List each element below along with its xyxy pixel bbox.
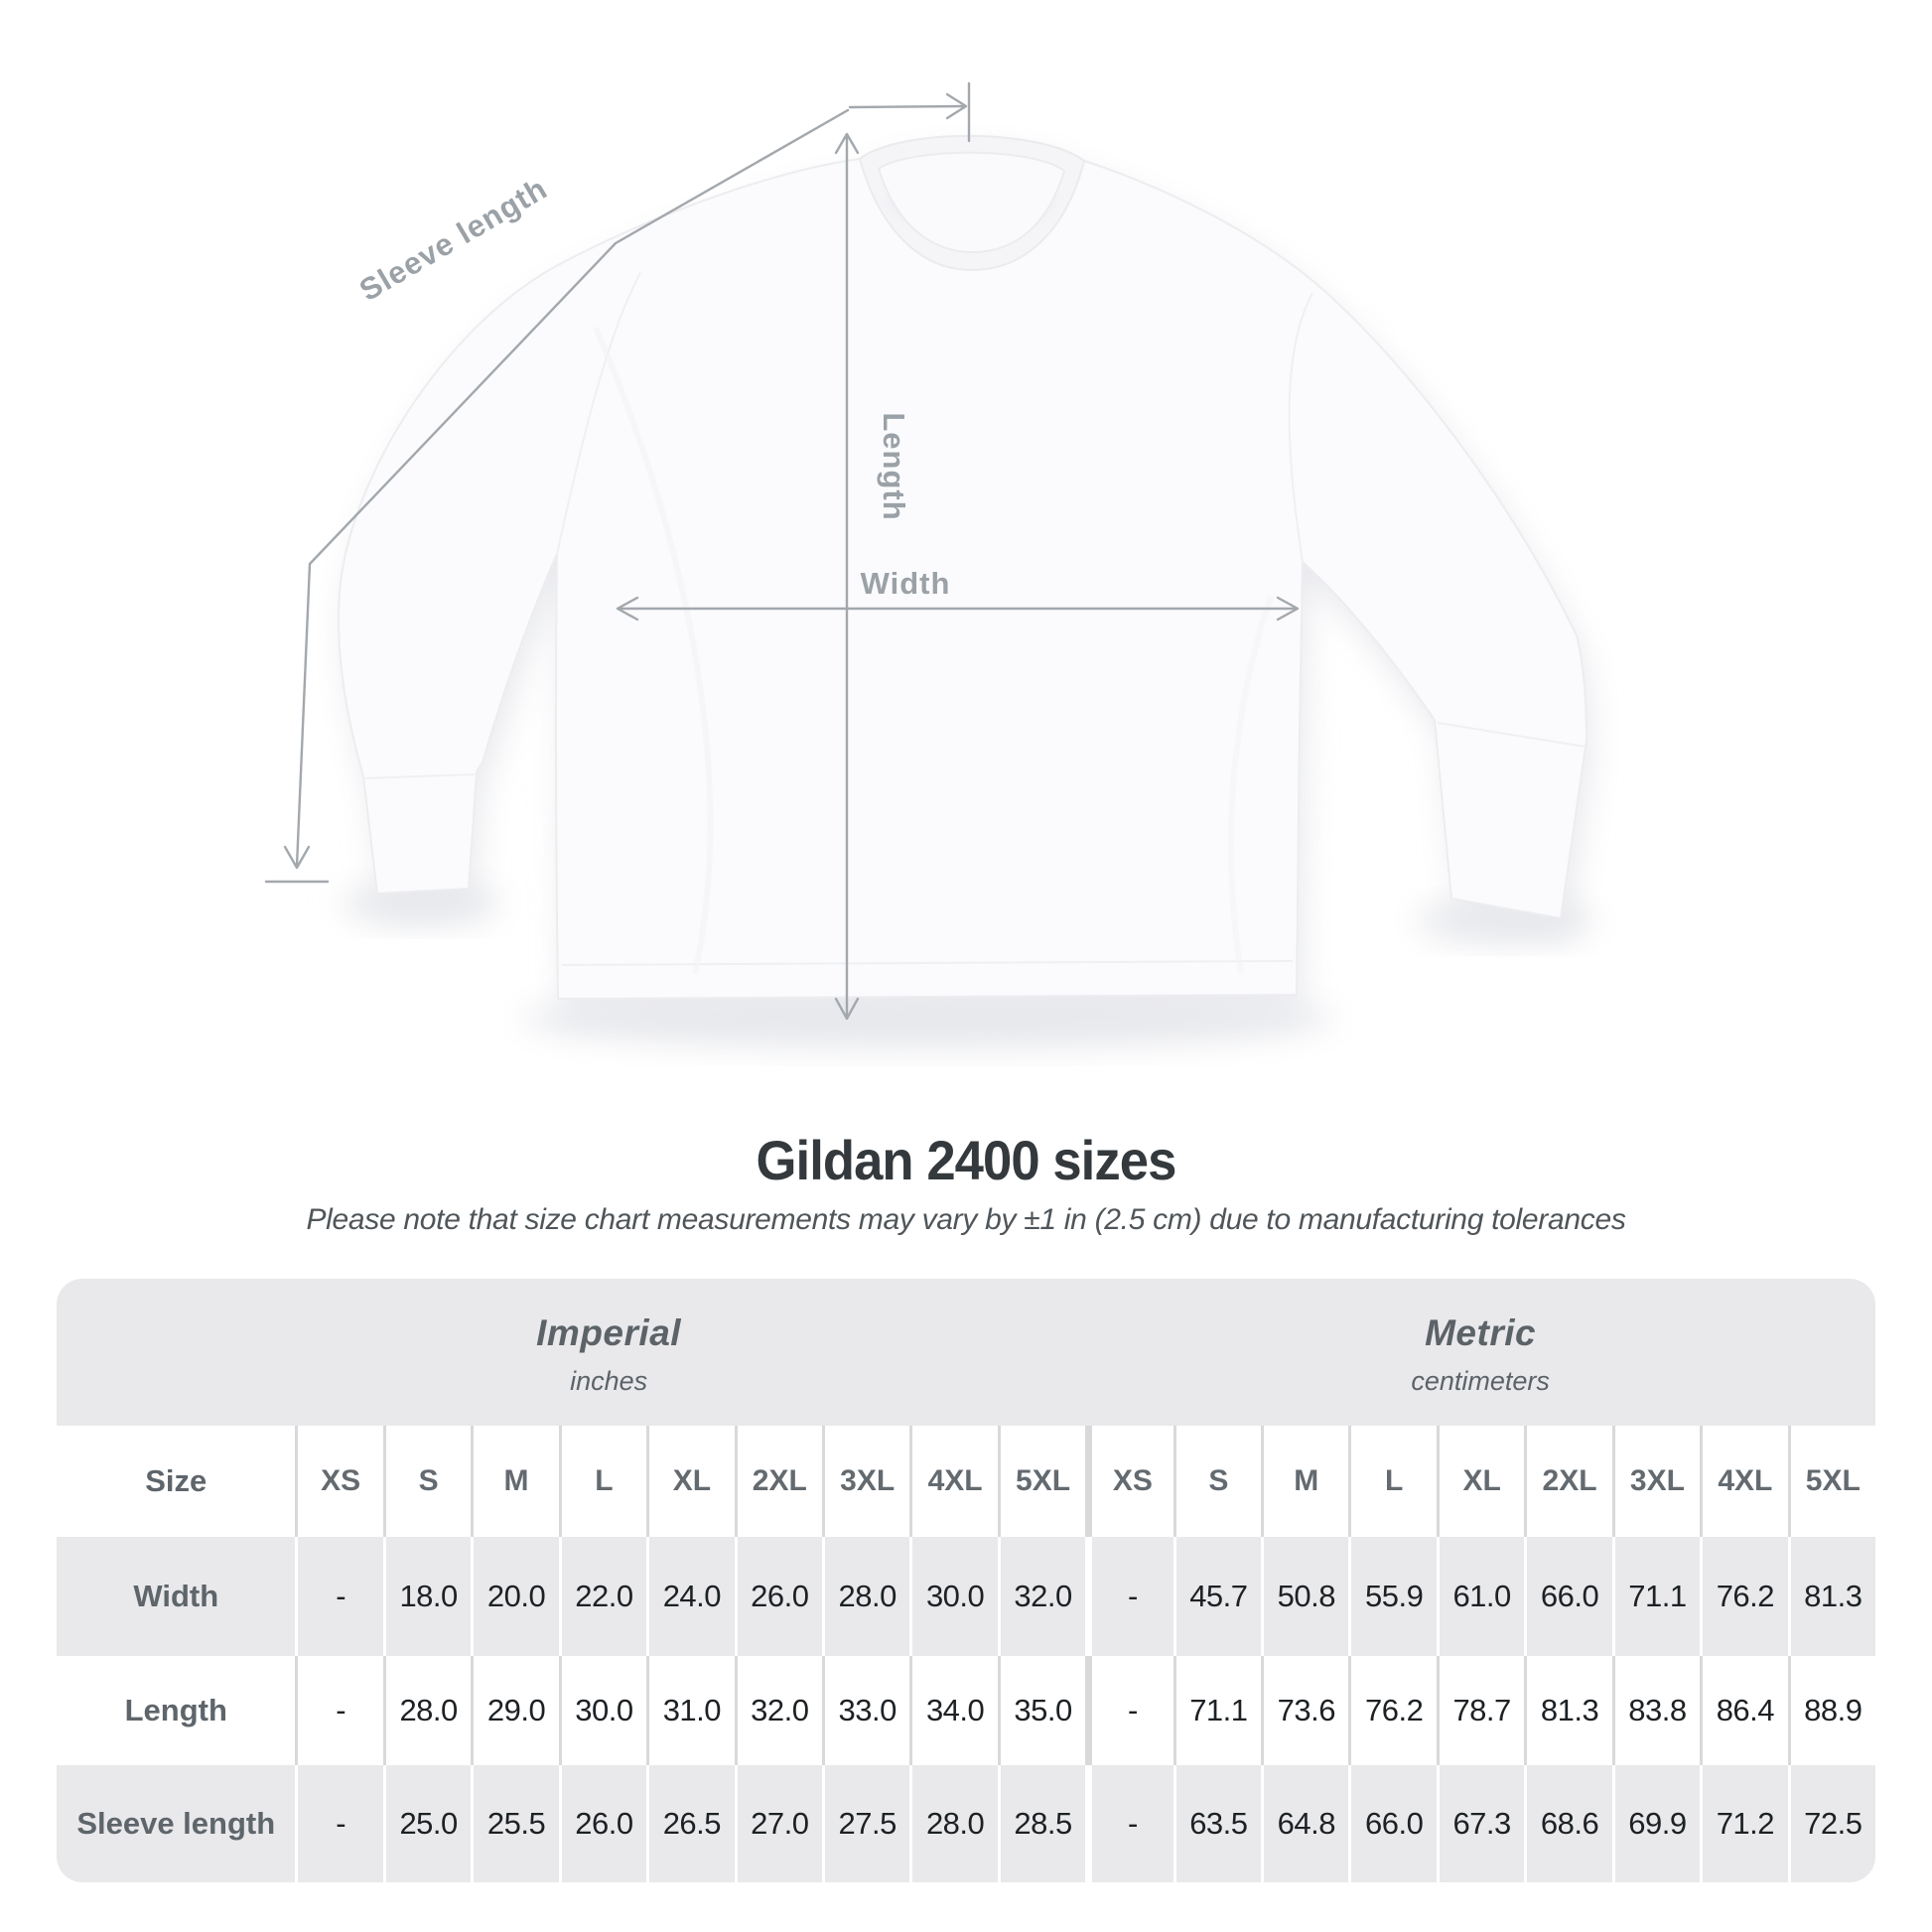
size-value-cell: -: [1085, 1656, 1173, 1765]
size-column-header: 3XL: [1611, 1426, 1700, 1537]
size-value-cell: 24.0: [646, 1537, 734, 1656]
measurement-row-sleeve-length: Sleeve length - 25.0 25.5 26.0 26.5 27.0…: [57, 1765, 1875, 1882]
size-value-cell: 32.0: [734, 1656, 822, 1765]
size-column-header: 2XL: [734, 1426, 822, 1537]
row-label: Sleeve length: [76, 1806, 276, 1841]
size-value-cell: 81.3: [1524, 1656, 1611, 1765]
size-value-cell: 61.0: [1436, 1537, 1524, 1656]
shirt-diagram-svg: Sleeve length Length Width: [264, 81, 1594, 1048]
size-column-header: 3XL: [821, 1426, 909, 1537]
size-value-cell: 55.9: [1348, 1537, 1436, 1656]
size-column-header: 4XL: [1700, 1426, 1787, 1537]
measurement-row-width: Width - 18.0 20.0 22.0 24.0 26.0 28.0 30…: [57, 1537, 1875, 1656]
size-value-cell: 27.5: [821, 1765, 909, 1882]
size-value-cell: 34.0: [909, 1656, 997, 1765]
size-value-cell: -: [295, 1656, 382, 1765]
size-value-cell: 64.8: [1261, 1765, 1348, 1882]
size-column-header: M: [1261, 1426, 1348, 1537]
size-value-cell: 86.4: [1700, 1656, 1787, 1765]
size-column-header: XS: [1085, 1426, 1173, 1537]
size-value-cell: -: [295, 1537, 382, 1656]
size-value-cell: 45.7: [1173, 1537, 1261, 1656]
size-value-cell: 30.0: [558, 1656, 646, 1765]
page-title: Gildan 2400 sizes: [756, 1129, 1177, 1191]
width-label: Width: [861, 566, 951, 601]
size-value-cell: 35.0: [997, 1656, 1085, 1765]
size-value-cell: 81.3: [1787, 1537, 1875, 1656]
size-header-row: Size XS S M L XL 2XL 3XL 4XL 5XL XS S M …: [57, 1426, 1875, 1537]
length-annotation: [834, 132, 860, 1021]
size-column-header: 2XL: [1524, 1426, 1611, 1537]
sleeve-length-annotation: [264, 81, 971, 884]
size-value-cell: 30.0: [909, 1537, 997, 1656]
size-value-cell: 28.0: [382, 1656, 471, 1765]
size-column-header: M: [471, 1426, 558, 1537]
shirt-diagram: Sleeve length Length Width: [264, 81, 1594, 1048]
size-value-cell: 88.9: [1787, 1656, 1875, 1765]
size-column-header: S: [1173, 1426, 1261, 1537]
size-column-header: XL: [646, 1426, 734, 1537]
size-column-header: XL: [1436, 1426, 1524, 1537]
size-column-header: 5XL: [1787, 1426, 1875, 1537]
shirt-body: [338, 134, 1587, 1000]
measurement-row-length: Length - 28.0 29.0 30.0 31.0 32.0 33.0 3…: [57, 1656, 1875, 1765]
metric-group-header: Metric centimeters: [1085, 1279, 1875, 1426]
size-value-cell: 83.8: [1611, 1656, 1700, 1765]
size-column-header: S: [382, 1426, 471, 1537]
size-value-cell: 25.0: [382, 1765, 471, 1882]
size-value-cell: 76.2: [1348, 1656, 1436, 1765]
width-annotation: [616, 596, 1300, 621]
size-value-cell: 72.5: [1787, 1765, 1875, 1882]
size-value-cell: 25.5: [471, 1765, 558, 1882]
length-label: Length: [877, 412, 911, 520]
size-value-cell: 22.0: [558, 1537, 646, 1656]
size-header-label: Size: [145, 1463, 207, 1498]
size-value-cell: 28.0: [909, 1765, 997, 1882]
size-value-cell: 20.0: [471, 1537, 558, 1656]
size-value-cell: 67.3: [1436, 1765, 1524, 1882]
size-value-cell: 73.6: [1261, 1656, 1348, 1765]
size-value-cell: 26.0: [558, 1765, 646, 1882]
size-column-header: 5XL: [997, 1426, 1085, 1537]
size-value-cell: 18.0: [382, 1537, 471, 1656]
size-note: Please note that size chart measurements…: [306, 1203, 1626, 1236]
size-column-header: L: [1348, 1426, 1436, 1537]
size-value-cell: 29.0: [471, 1656, 558, 1765]
size-value-cell: 33.0: [821, 1656, 909, 1765]
size-value-cell: 71.1: [1611, 1537, 1700, 1656]
size-value-cell: 28.0: [821, 1537, 909, 1656]
size-value-cell: 26.0: [734, 1537, 822, 1656]
size-value-cell: 63.5: [1173, 1765, 1261, 1882]
row-label: Width: [133, 1579, 219, 1613]
size-value-cell: 78.7: [1436, 1656, 1524, 1765]
size-value-cell: 32.0: [997, 1537, 1085, 1656]
size-value-cell: 31.0: [646, 1656, 734, 1765]
size-value-cell: 66.0: [1348, 1765, 1436, 1882]
size-column-header: 4XL: [909, 1426, 997, 1537]
unit-header-band: Imperial inches Metric centimeters: [57, 1279, 1875, 1426]
size-value-cell: 69.9: [1611, 1765, 1700, 1882]
size-value-cell: 50.8: [1261, 1537, 1348, 1656]
size-value-cell: 68.6: [1524, 1765, 1611, 1882]
metric-group-unit: centimeters: [1411, 1365, 1550, 1396]
metric-group-name: Metric: [1425, 1311, 1537, 1353]
size-value-cell: 28.5: [997, 1765, 1085, 1882]
imperial-group-header: Imperial inches: [57, 1279, 1085, 1426]
size-value-cell: 71.2: [1700, 1765, 1787, 1882]
shirt-collar: [858, 135, 1086, 272]
size-value-cell: 76.2: [1700, 1537, 1787, 1656]
size-value-cell: 26.5: [646, 1765, 734, 1882]
size-chart-table: Imperial inches Metric centimeters Size …: [57, 1279, 1875, 1882]
size-value-cell: 27.0: [734, 1765, 822, 1882]
imperial-group-unit: inches: [570, 1365, 648, 1396]
size-column-header: L: [558, 1426, 646, 1537]
row-label: Length: [124, 1693, 227, 1727]
size-value-cell: 71.1: [1173, 1656, 1261, 1765]
imperial-group-name: Imperial: [536, 1311, 682, 1353]
size-value-cell: -: [1085, 1537, 1173, 1656]
size-value-cell: -: [1085, 1765, 1173, 1882]
size-value-cell: -: [295, 1765, 382, 1882]
size-value-cell: 66.0: [1524, 1537, 1611, 1656]
size-column-header: XS: [295, 1426, 382, 1537]
